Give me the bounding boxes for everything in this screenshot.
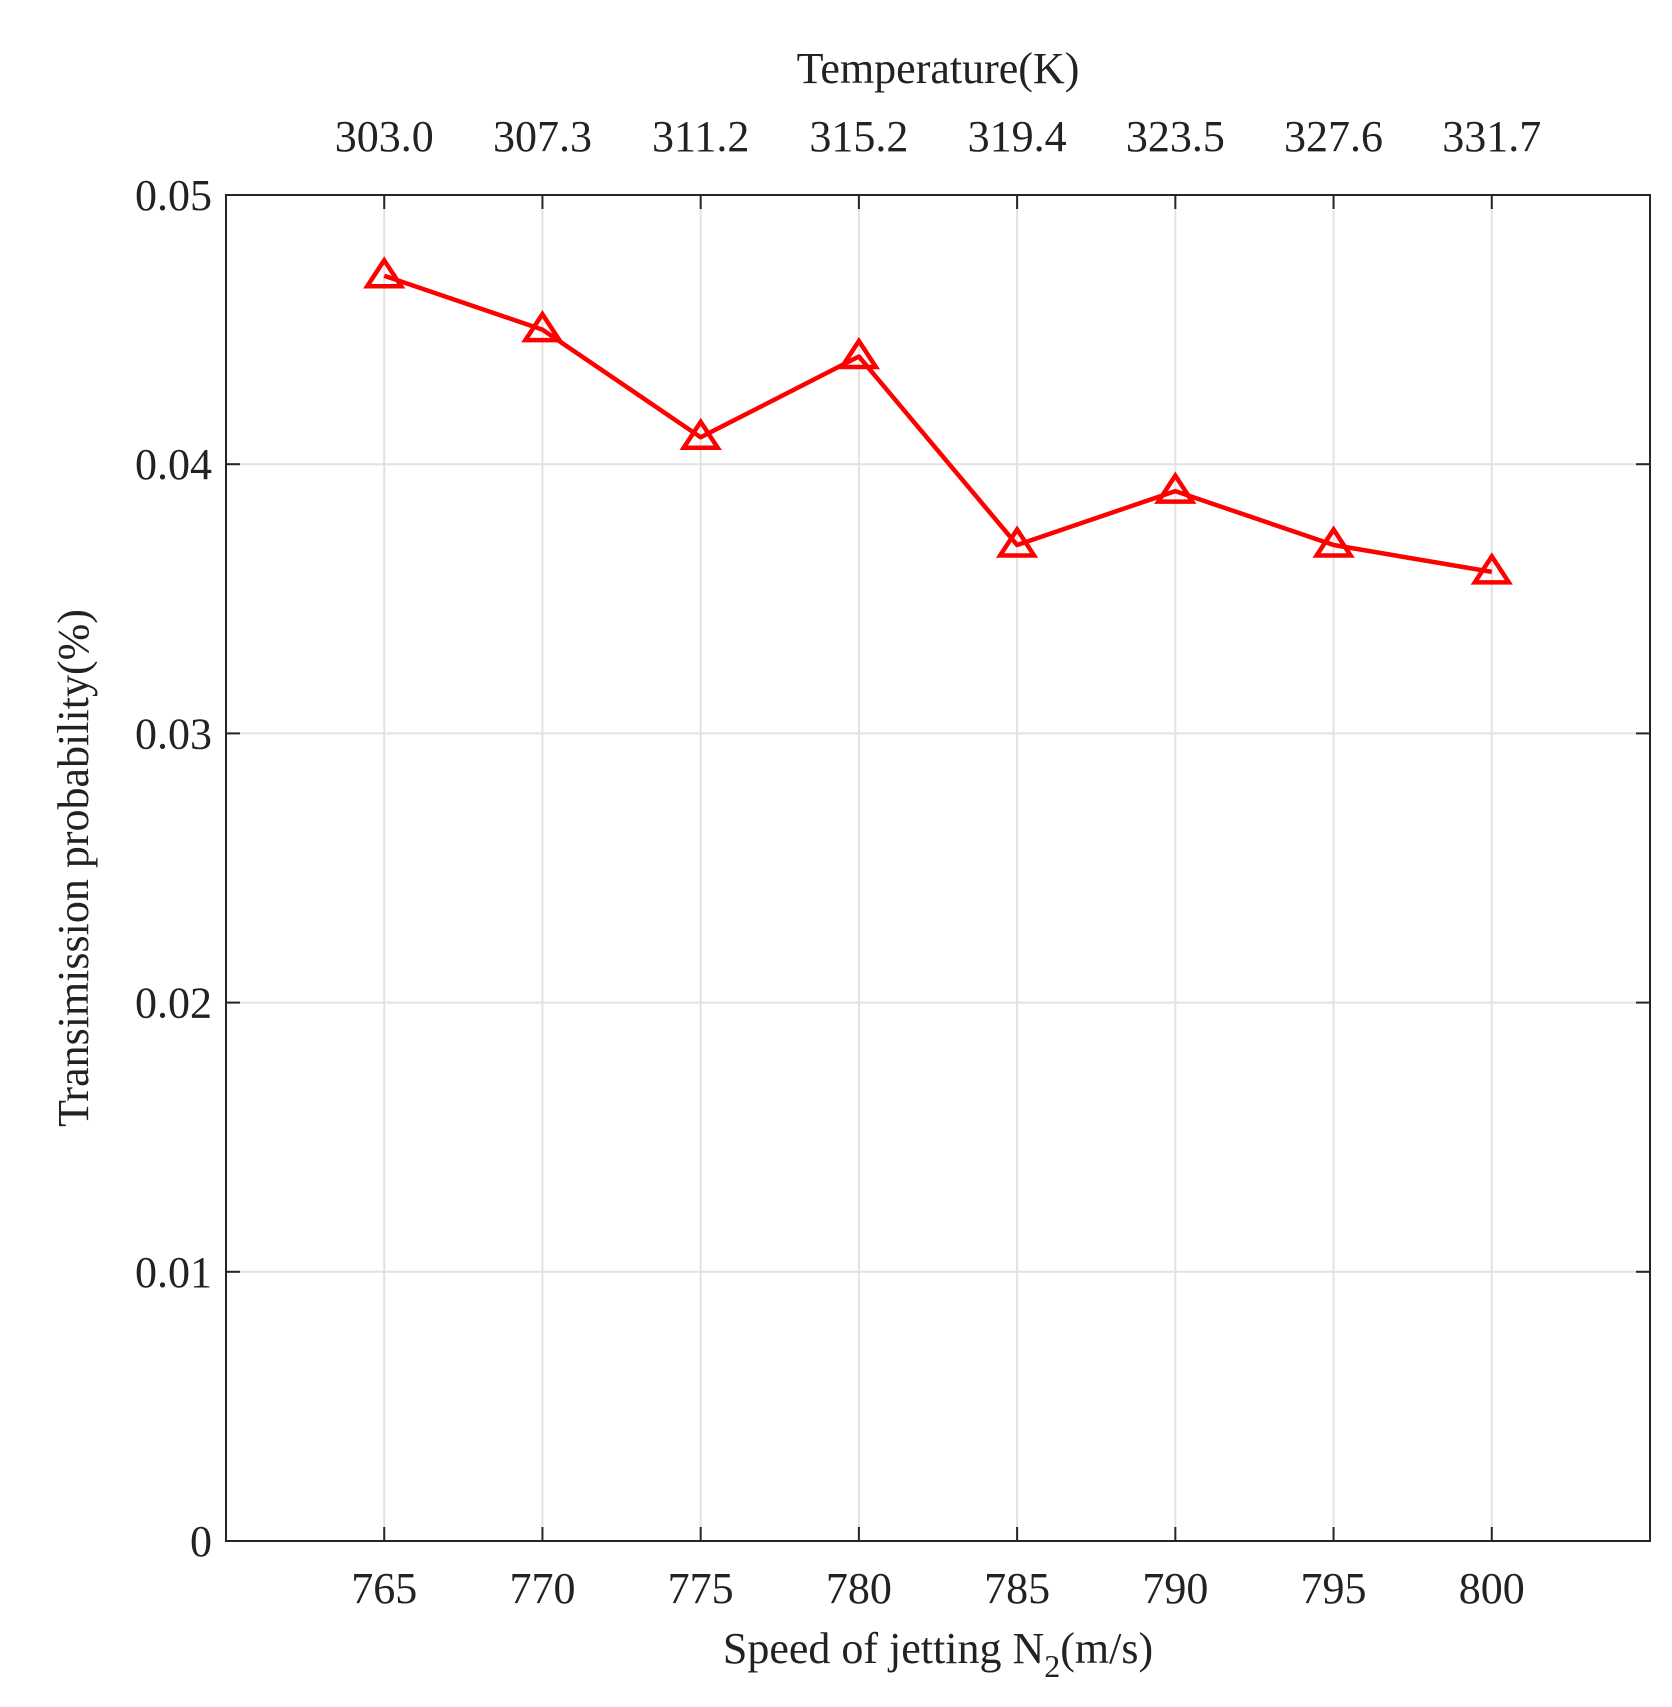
- x-tick-label: 770: [509, 1564, 575, 1613]
- x-tick-label: 785: [984, 1564, 1050, 1613]
- x-tick-label: 790: [1142, 1564, 1208, 1613]
- top-tick-label: 311.2: [652, 112, 749, 161]
- data-point-marker: [521, 309, 564, 343]
- data-point-marker: [1154, 471, 1197, 504]
- data-point-marker: [1312, 525, 1355, 558]
- y-axis-title: Transimission probability(%): [49, 609, 98, 1127]
- series-line: [383, 273, 1493, 575]
- y-tick-label: 0: [190, 1517, 212, 1566]
- data-point-marker: [837, 336, 881, 370]
- x-axis-title-main: Speed of jetting N: [723, 1624, 1044, 1673]
- data-point-marker: [1470, 552, 1513, 585]
- top-tick-label: 331.7: [1442, 112, 1541, 161]
- plot-frame: [225, 194, 1651, 1542]
- top-tick-label: 303.0: [335, 112, 434, 161]
- data-point-marker: [995, 525, 1039, 558]
- tick-layer: 765 303.0 770 307.3 775 311.2 780 315.2 785 319.4…: [135, 112, 1650, 1613]
- top-tick-label: 307.3: [493, 112, 592, 161]
- x-axis-title: Speed of jetting N2(m/s): [723, 1624, 1153, 1684]
- y-tick-label: 0.03: [135, 709, 212, 758]
- y-tick-label: 0.01: [135, 1248, 212, 1297]
- y-tick-label: 0.05: [135, 171, 212, 220]
- y-tick-label: 0.04: [135, 440, 212, 489]
- x-tick-label: 780: [826, 1564, 892, 1613]
- x-axis-title-subscript: 2: [1044, 1648, 1060, 1684]
- data-point-marker: [679, 417, 722, 451]
- top-tick-label: 323.5: [1126, 112, 1225, 161]
- top-axis-title: Temperature(K): [797, 44, 1080, 93]
- data-point-marker: [363, 256, 406, 289]
- top-tick-label: 327.6: [1284, 112, 1383, 161]
- top-tick-label: 319.4: [968, 112, 1067, 161]
- x-tick-label: 765: [351, 1564, 417, 1613]
- y-tick-label: 0.02: [135, 979, 212, 1028]
- x-tick-label: 800: [1459, 1564, 1525, 1613]
- x-tick-label: 775: [668, 1564, 734, 1613]
- series-layer: [363, 256, 1513, 585]
- grid-layer: [226, 195, 1650, 1541]
- x-axis-title-unit: (m/s): [1060, 1624, 1153, 1673]
- top-tick-label: 315.2: [809, 112, 908, 161]
- x-tick-label: 795: [1301, 1564, 1367, 1613]
